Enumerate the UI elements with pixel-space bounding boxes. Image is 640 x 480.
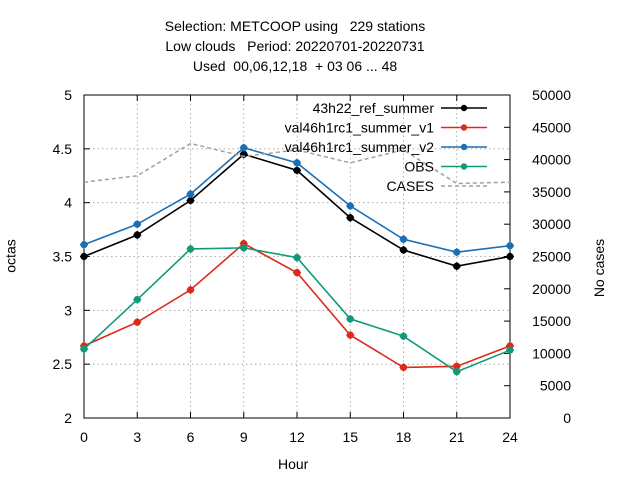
y2-tick-label: 10000 — [532, 345, 571, 361]
data-point-marker — [346, 201, 355, 210]
data-point-marker — [506, 346, 514, 355]
y2-tick-label: 25000 — [532, 249, 571, 265]
y2-tick-label: 15000 — [532, 313, 571, 329]
x-tick-label: 0 — [80, 429, 88, 445]
data-point-marker — [133, 318, 142, 327]
legend-marker — [460, 124, 468, 131]
chart-title-line-2: Low clouds Period: 20220701-20220731 — [165, 38, 425, 54]
y-tick-label: 5 — [64, 87, 72, 103]
x-tick-label: 18 — [396, 429, 412, 445]
data-point-marker — [133, 295, 142, 304]
data-point-marker — [399, 246, 408, 255]
y-tick-label: 2.5 — [53, 356, 73, 372]
legend-label: OBS — [404, 159, 434, 175]
data-point-marker — [346, 331, 355, 340]
data-point-marker — [239, 243, 248, 252]
data-point-marker — [80, 252, 88, 261]
x-tick-label: 15 — [342, 429, 358, 445]
y2-tick-label: 30000 — [532, 216, 571, 232]
data-point-marker — [506, 241, 514, 250]
data-point-marker — [506, 252, 514, 261]
y-axis-title: octas — [2, 239, 19, 273]
y2-tick-label: 40000 — [532, 152, 571, 168]
y-tick-label: 4.5 — [53, 141, 73, 157]
x-tick-label: 24 — [502, 429, 518, 445]
data-point-marker — [80, 345, 88, 354]
data-point-marker — [186, 285, 195, 294]
data-point-marker — [239, 143, 248, 152]
data-point-marker — [452, 262, 461, 271]
y2-tick-label: 35000 — [532, 184, 571, 200]
y-tick-label: 4 — [64, 195, 72, 211]
data-point-marker — [293, 166, 301, 175]
y2-tick-label: 20000 — [532, 281, 571, 297]
x-tick-label: 9 — [240, 429, 248, 445]
data-point-marker — [293, 253, 301, 262]
x-tick-label: 3 — [133, 429, 141, 445]
data-point-marker — [133, 220, 142, 229]
x-axis-title: Hour — [278, 456, 309, 472]
legend-marker — [460, 163, 468, 170]
series-line-5 — [83, 142, 511, 185]
x-tick-label: 21 — [449, 429, 465, 445]
data-point-marker — [346, 213, 355, 222]
y-tick-label: 3 — [64, 302, 72, 318]
x-tick-label: 12 — [289, 429, 305, 445]
y2-tick-label: 50000 — [532, 87, 571, 103]
chart-title-line-1: Selection: METCOOP using 229 stations — [164, 18, 426, 34]
y2-axis-title: No cases — [591, 238, 608, 298]
data-point-marker — [186, 244, 195, 253]
data-point-marker — [80, 240, 88, 249]
chart-title-line-3: Used 00,06,12,18 + 03 06 ... 48 — [192, 58, 398, 74]
legend-label: val46h1rc1_summer_v2 — [285, 139, 435, 155]
data-point-marker — [133, 230, 142, 239]
data-point-marker — [399, 332, 408, 341]
legend-marker — [460, 104, 468, 112]
data-point-marker — [346, 314, 355, 323]
legend-label: CASES — [387, 178, 434, 194]
legend-label: val46h1rc1_summer_v1 — [285, 120, 435, 136]
x-tick-label: 6 — [187, 429, 195, 445]
data-point-marker — [452, 367, 461, 376]
data-point-marker — [399, 363, 408, 372]
data-point-marker — [399, 235, 408, 244]
y2-tick-label: 45000 — [532, 119, 571, 135]
data-point-marker — [293, 158, 301, 167]
y-tick-label: 3.5 — [53, 249, 73, 265]
legend-marker — [460, 143, 468, 151]
legend-label: 43h22_ref_summer — [313, 100, 435, 116]
y2-tick-label: 0 — [563, 410, 571, 426]
data-point-marker — [186, 190, 195, 199]
y2-tick-label: 5000 — [540, 378, 571, 394]
y-tick-label: 2 — [64, 410, 72, 426]
data-point-marker — [452, 248, 461, 257]
data-point-marker — [293, 268, 301, 277]
